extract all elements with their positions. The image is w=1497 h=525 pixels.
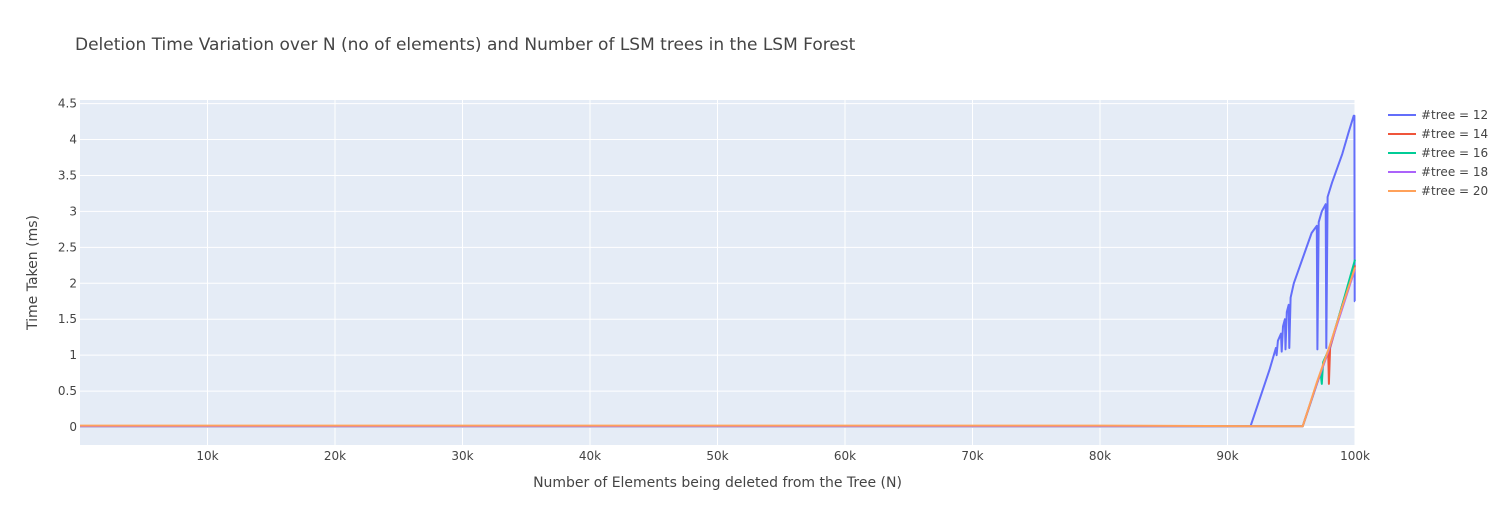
legend-item[interactable]: #tree = 14	[1388, 127, 1488, 141]
y-tick-label: 2.5	[58, 240, 77, 254]
legend-item[interactable]: #tree = 16	[1388, 146, 1488, 160]
y-axis-title: Time Taken (ms)	[25, 215, 41, 331]
legend-label: #tree = 20	[1421, 184, 1488, 198]
y-axis-ticks: 0 0.5 1 1.5 2 2.5 3 3.5 4 4.5	[58, 97, 77, 434]
y-tick-label: 3	[69, 204, 77, 218]
x-tick-label: 20k	[324, 449, 346, 463]
y-tick-label: 0.5	[58, 384, 77, 398]
y-tick-label: 1.5	[58, 312, 77, 326]
legend-item[interactable]: #tree = 18	[1388, 165, 1488, 179]
x-tick-label: 60k	[834, 449, 856, 463]
legend-item[interactable]: #tree = 20	[1388, 184, 1488, 198]
x-axis-ticks: 10k 20k 30k 40k 50k 60k 70k 80k 90k 100k	[196, 449, 1370, 463]
x-tick-label: 50k	[706, 449, 728, 463]
x-tick-label: 90k	[1216, 449, 1238, 463]
y-tick-label: 2	[69, 276, 77, 290]
y-tick-label: 0	[69, 420, 77, 434]
legend-label: #tree = 16	[1421, 146, 1488, 160]
x-tick-label: 100k	[1340, 449, 1370, 463]
x-tick-label: 30k	[451, 449, 473, 463]
y-tick-label: 4	[69, 133, 77, 147]
x-tick-label: 10k	[196, 449, 218, 463]
x-axis-title: Number of Elements being deleted from th…	[533, 475, 902, 491]
series-lines	[80, 114, 1356, 428]
legend-label: #tree = 14	[1421, 127, 1488, 141]
legend-item[interactable]: #tree = 12	[1388, 108, 1488, 122]
y-tick-label: 4.5	[58, 97, 77, 111]
x-tick-label: 70k	[961, 449, 983, 463]
legend-label: #tree = 12	[1421, 108, 1488, 122]
y-tick-label: 1	[69, 348, 77, 362]
legend-label: #tree = 18	[1421, 165, 1488, 179]
x-tick-label: 40k	[579, 449, 601, 463]
x-tick-label: 80k	[1089, 449, 1111, 463]
y-tick-label: 3.5	[58, 168, 77, 182]
legend[interactable]: #tree = 12 #tree = 14 #tree = 16 #tree = 18…	[1388, 108, 1488, 198]
series-line-4	[80, 267, 1356, 428]
chart-title: Deletion Time Variation over N (no of el…	[75, 35, 856, 55]
